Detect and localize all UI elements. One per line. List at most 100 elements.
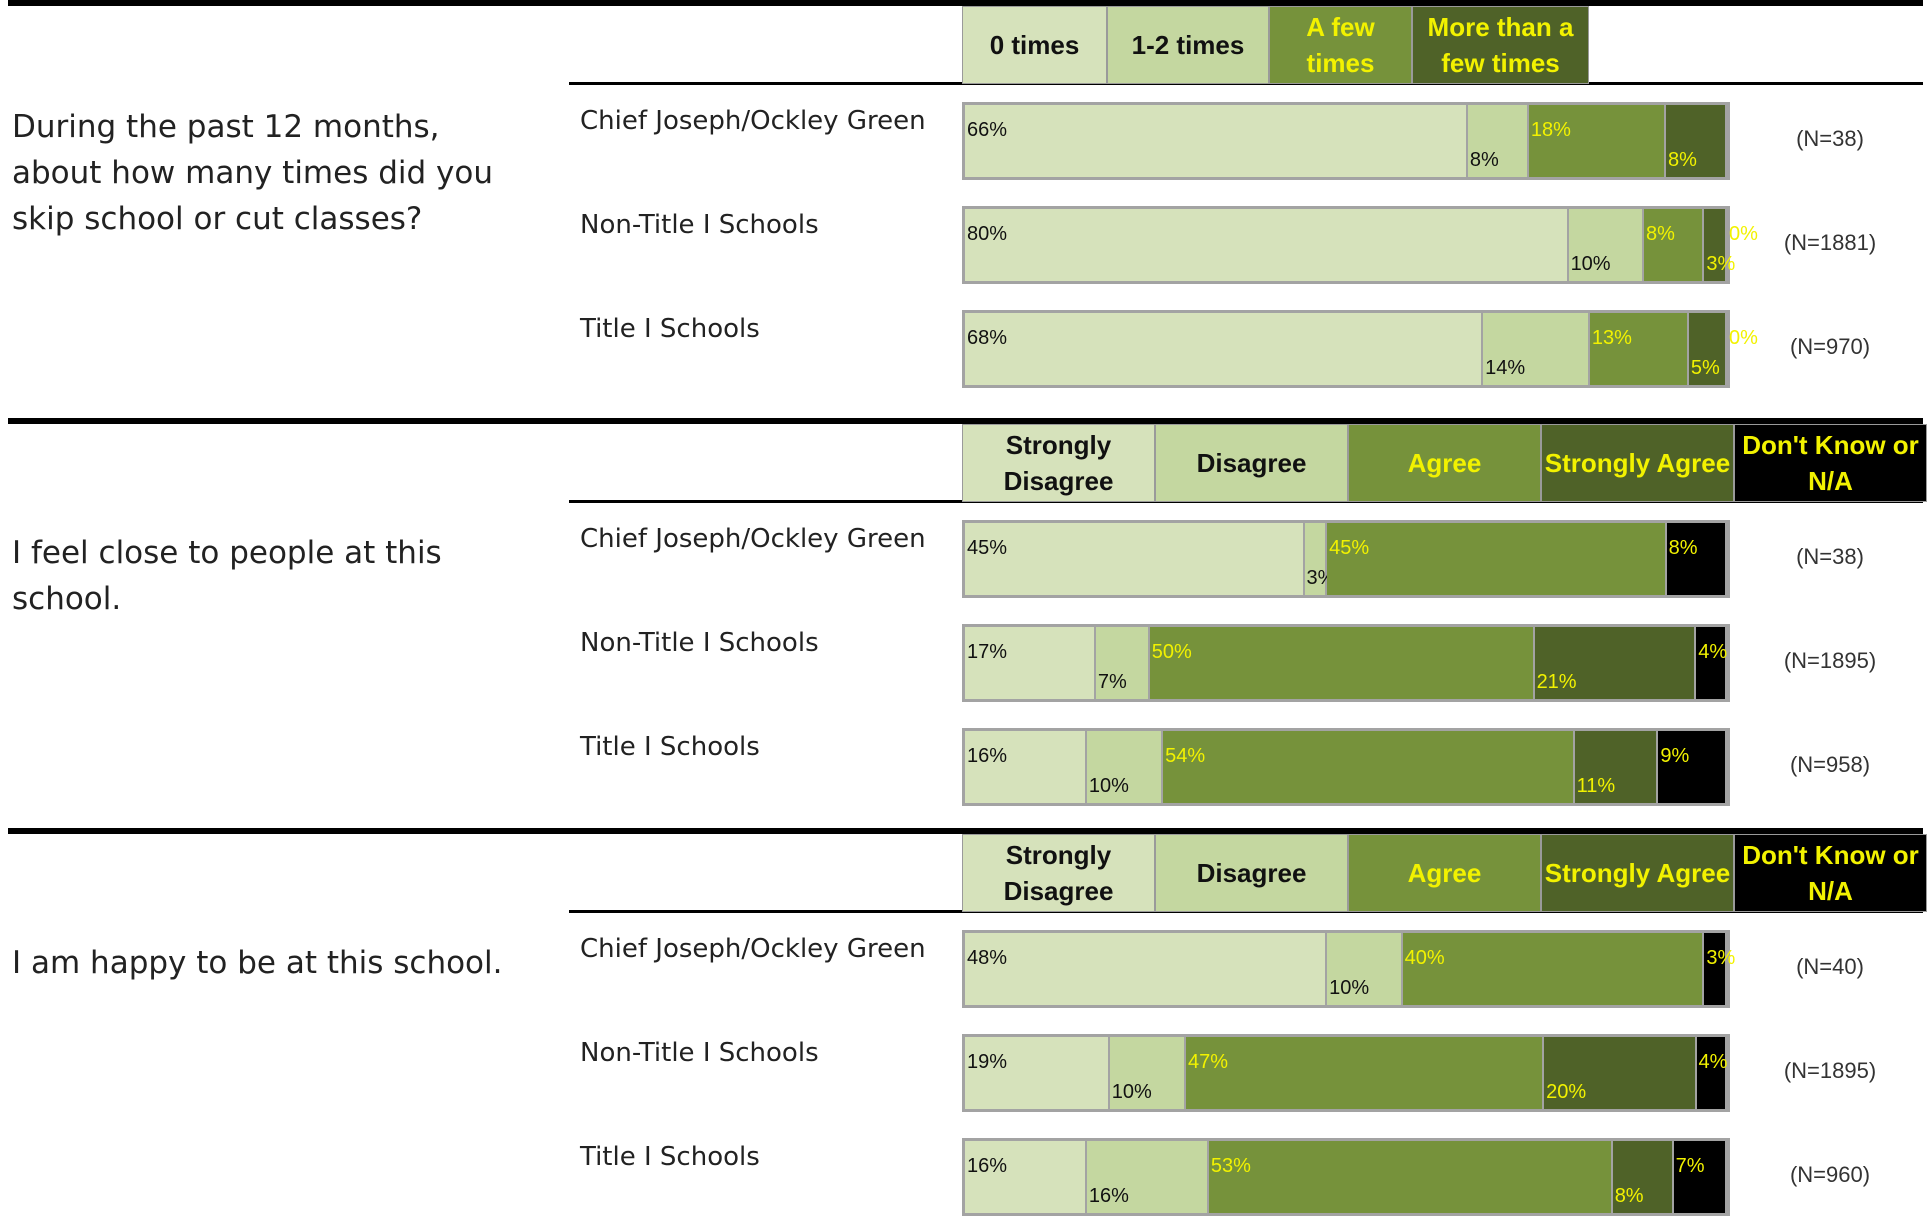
stacked-bar: 16% 10% 54% 11% 9% [962,728,1730,806]
stacked-bar: 66% 8% 18% 8% [962,102,1730,180]
group-label: Title I Schools [580,732,760,762]
data-label: 48% [967,947,1008,969]
bar-segment [1086,1141,1209,1213]
bar-segment [1534,627,1697,699]
question-text: I feel close to people at this school. [12,535,442,617]
data-label: 3% [1706,947,1736,969]
bar-segment [1086,731,1164,803]
group-label: Title I Schools [580,314,760,344]
data-label: 16% [967,1155,1008,1177]
bar-segment [965,731,1087,803]
stacked-bar: 17% 7% 50% 21% 4% [962,624,1730,702]
bar-segment [1612,1141,1674,1213]
data-label: 53% [1210,1155,1251,1177]
data-label: 40% [1404,947,1445,969]
question-text: During the past 12 months, about how man… [12,109,493,237]
bar-segment [1327,933,1403,1005]
legend-item: 1-2 times [1107,6,1269,84]
data-label: 8% [1469,149,1499,171]
data-label: 10% [1570,253,1611,275]
bar-segment [1666,523,1727,595]
bar-segment [1704,933,1727,1005]
data-label: 4% [1698,1051,1728,1073]
data-label: 11% [1576,775,1616,797]
sample-size: (N=1895) [1783,648,1877,673]
legend-item: Don't Know or N/A [1734,834,1927,912]
stacked-bar: 80% 10% 8% 3% 0% [962,206,1758,284]
bar-segment [965,1141,1087,1213]
bar-segment [1589,313,1689,385]
data-label: 80% [967,223,1008,245]
bar-segment [1327,523,1667,595]
data-label: 18% [1530,119,1571,141]
bar-segment [1696,1037,1727,1109]
group-label: Chief Joseph/Ockley Green [580,106,926,136]
data-label: 14% [1485,357,1526,379]
bar-segment [965,105,1468,177]
group-label: Chief Joseph/Ockley Green [580,934,926,964]
data-label: 0% [1729,223,1758,245]
bar-segment [1544,1037,1697,1109]
data-label: 8% [1668,149,1697,171]
bar-segment [1666,105,1727,177]
bar-segment [1704,209,1727,281]
data-label: 4% [1698,641,1728,663]
section-divider [8,418,1923,424]
group-label: Non-Title I Schools [580,210,819,240]
sample-size: (N=40) [1796,954,1864,979]
legend-item: 0 times [962,6,1107,84]
question-text: I am happy to be at this school. [12,945,503,981]
bar-segment [1163,731,1575,803]
data-label: 8% [1668,537,1698,559]
data-label: 5% [1690,357,1720,379]
bar-segment [1304,523,1328,595]
legend-item: Strongly Agree [1541,834,1734,912]
data-label: 54% [1165,745,1206,767]
bar-segment [1149,627,1535,699]
legend-item: Strongly Disagree [962,834,1155,912]
legend-item: Don't Know or N/A [1734,424,1927,502]
sample-size: (N=38) [1796,126,1864,151]
data-label: 10% [1088,775,1129,797]
sample-size: (N=1895) [1783,1058,1877,1083]
bar-segment [965,627,1096,699]
data-label: 13% [1591,327,1632,349]
data-label: 7% [1097,671,1127,693]
data-label: 10% [1329,977,1370,999]
legend-item: More than a few times [1412,6,1589,84]
bar-segment [965,933,1328,1005]
bar-segment [1208,1141,1613,1213]
data-label: 47% [1187,1051,1228,1073]
data-label: 45% [967,537,1008,559]
bar-segment [1483,313,1590,385]
sample-size: (N=38) [1796,544,1864,569]
legend-item: Disagree [1155,424,1348,502]
bar-segment [1568,209,1644,281]
group-label: Chief Joseph/Ockley Green [580,524,926,554]
data-label: 10% [1111,1081,1152,1103]
data-label: 50% [1151,641,1192,663]
group-label: Title I Schools [580,1142,760,1172]
section-divider [8,828,1923,834]
bar-segment [1696,627,1727,699]
bar-segment [1688,313,1727,385]
bar-segment [1644,209,1705,281]
data-label: 17% [967,641,1008,663]
bar-segment [965,209,1569,281]
sample-size: (N=958) [1789,752,1871,777]
bar-segment [1673,1141,1727,1213]
sample-size: (N=970) [1789,334,1871,359]
data-label: 7% [1675,1155,1705,1177]
bar-segment [1658,731,1727,803]
group-label: Non-Title I Schools [580,628,819,658]
legend-item: Strongly Agree [1541,424,1734,502]
section-divider [8,0,1923,6]
data-label: 0% [1729,327,1758,349]
sample-size: (N=1881) [1783,230,1877,255]
bar-segment [1528,105,1667,177]
data-label: 68% [967,327,1008,349]
data-label: 9% [1660,745,1690,767]
bar-segment [965,1037,1110,1109]
data-label: 3% [1706,253,1736,275]
data-label: 66% [967,119,1008,141]
